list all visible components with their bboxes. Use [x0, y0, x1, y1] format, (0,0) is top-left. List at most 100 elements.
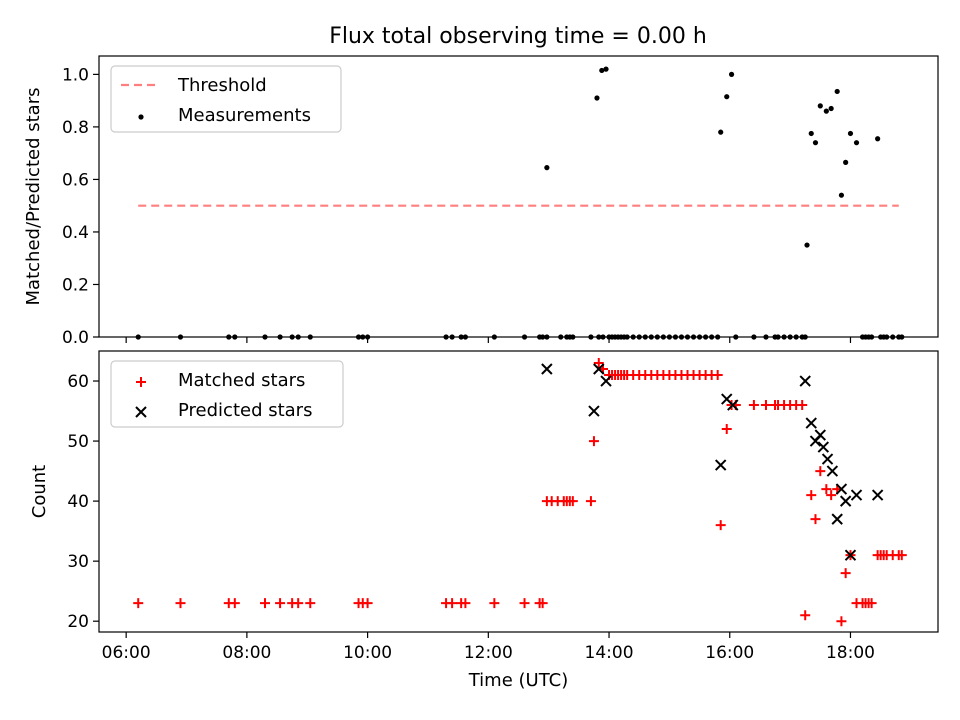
data-point	[836, 616, 847, 627]
data-point	[259, 598, 270, 609]
top-panel-ratio: 0.0 0.2 0.4 0.6 0.8 1.0 Matched/Predicted star…	[23, 55, 939, 348]
data-point	[447, 598, 458, 609]
data-point	[537, 598, 548, 609]
data-point	[362, 598, 373, 609]
data-point	[866, 598, 877, 609]
data-point	[600, 375, 612, 387]
y-axis-label: Count	[29, 465, 50, 518]
x-tick-label: 16:00	[705, 643, 754, 663]
legend-box	[110, 360, 344, 428]
legend-label: Measurements	[178, 105, 311, 126]
data-point	[715, 520, 726, 531]
data-point	[541, 363, 553, 375]
legend-label: Matched stars	[178, 370, 305, 391]
data-point	[797, 400, 808, 411]
data-point	[826, 465, 839, 477]
y-tick-label: 0.4	[62, 223, 89, 243]
data-point	[724, 94, 730, 100]
data-point	[585, 496, 596, 507]
y-tick-label: 0.8	[62, 118, 89, 138]
x-tick-label: 14:00	[585, 643, 634, 663]
legend-swatch	[138, 114, 144, 120]
legend-swatch	[136, 377, 146, 387]
legend-swatch	[135, 406, 147, 418]
data-point	[275, 598, 286, 609]
data-point	[817, 103, 823, 109]
y-tick-label: 0.6	[62, 170, 89, 190]
x-tick-label: 06:00	[102, 643, 151, 663]
data-point	[760, 400, 771, 411]
plot-frame	[98, 350, 939, 633]
y-tick-label: 30	[67, 552, 89, 572]
data-point	[293, 598, 304, 609]
data-point	[588, 436, 599, 447]
data-point	[815, 466, 826, 477]
data-point	[840, 568, 851, 579]
data-point	[599, 67, 605, 74]
legend: Matched stars Predicted stars	[110, 360, 344, 428]
data-point	[544, 165, 550, 171]
legend-box	[110, 65, 342, 133]
data-point	[728, 71, 735, 77]
plot-frame	[98, 55, 939, 338]
data-point	[714, 459, 727, 471]
data-point	[814, 429, 827, 441]
data-point	[808, 130, 814, 137]
y-axis-label: Matched/Predicted stars	[23, 88, 44, 306]
data-point	[823, 108, 829, 114]
y-tick-label: 0.2	[62, 275, 89, 295]
data-point	[831, 513, 843, 525]
x-tick-label: 12:00	[464, 643, 513, 663]
data-point	[817, 441, 830, 453]
data-point	[835, 483, 848, 495]
data-point	[804, 242, 810, 248]
data-point	[593, 358, 604, 369]
data-point	[175, 598, 186, 609]
series-predicted-stars	[541, 363, 884, 561]
data-point	[133, 598, 144, 609]
data-point	[806, 490, 817, 501]
data-point	[305, 598, 316, 609]
data-point	[727, 399, 739, 411]
data-point	[489, 598, 500, 609]
data-point	[593, 363, 605, 375]
legend: Threshold Measurements	[110, 65, 342, 133]
data-point	[519, 598, 530, 609]
data-point	[712, 370, 723, 381]
data-point	[828, 105, 834, 112]
data-point	[721, 424, 732, 435]
x-tick-label: 10:00	[343, 643, 392, 663]
data-point	[800, 610, 811, 621]
data-point	[834, 88, 840, 95]
data-point	[843, 159, 849, 165]
y-tick-label: 0.0	[62, 328, 89, 348]
y-tick-label: 1.0	[62, 65, 89, 85]
data-point	[594, 95, 600, 101]
bottom-panel-counts: 20 30 40 50 60 06:00 08:00 10:00 12:00 14:00 16:00…	[29, 350, 939, 691]
x-axis-label: Time (UTC)	[468, 670, 569, 691]
data-point	[603, 66, 609, 72]
y-tick-label: 50	[67, 432, 89, 452]
y-tick-label: 20	[67, 612, 89, 632]
x-tick-label: 08:00	[222, 643, 271, 663]
data-point	[810, 514, 821, 525]
data-point	[748, 400, 759, 411]
data-point	[826, 490, 837, 501]
data-point	[847, 130, 854, 137]
y-tick-label: 40	[67, 492, 89, 512]
data-point	[875, 136, 881, 142]
figure-title: Flux total observing time = 0.00 h	[329, 24, 707, 49]
data-point	[838, 192, 845, 198]
data-point	[567, 496, 578, 507]
data-point	[896, 550, 907, 561]
legend-label: Predicted stars	[178, 400, 312, 421]
x-tick-label: 18:00	[826, 643, 875, 663]
data-point	[229, 598, 240, 609]
data-point	[871, 489, 884, 501]
data-point	[853, 140, 860, 146]
data-point	[799, 375, 811, 387]
data-point	[821, 484, 832, 495]
data-point	[850, 489, 863, 501]
data-point	[812, 140, 819, 146]
data-point	[460, 598, 471, 609]
